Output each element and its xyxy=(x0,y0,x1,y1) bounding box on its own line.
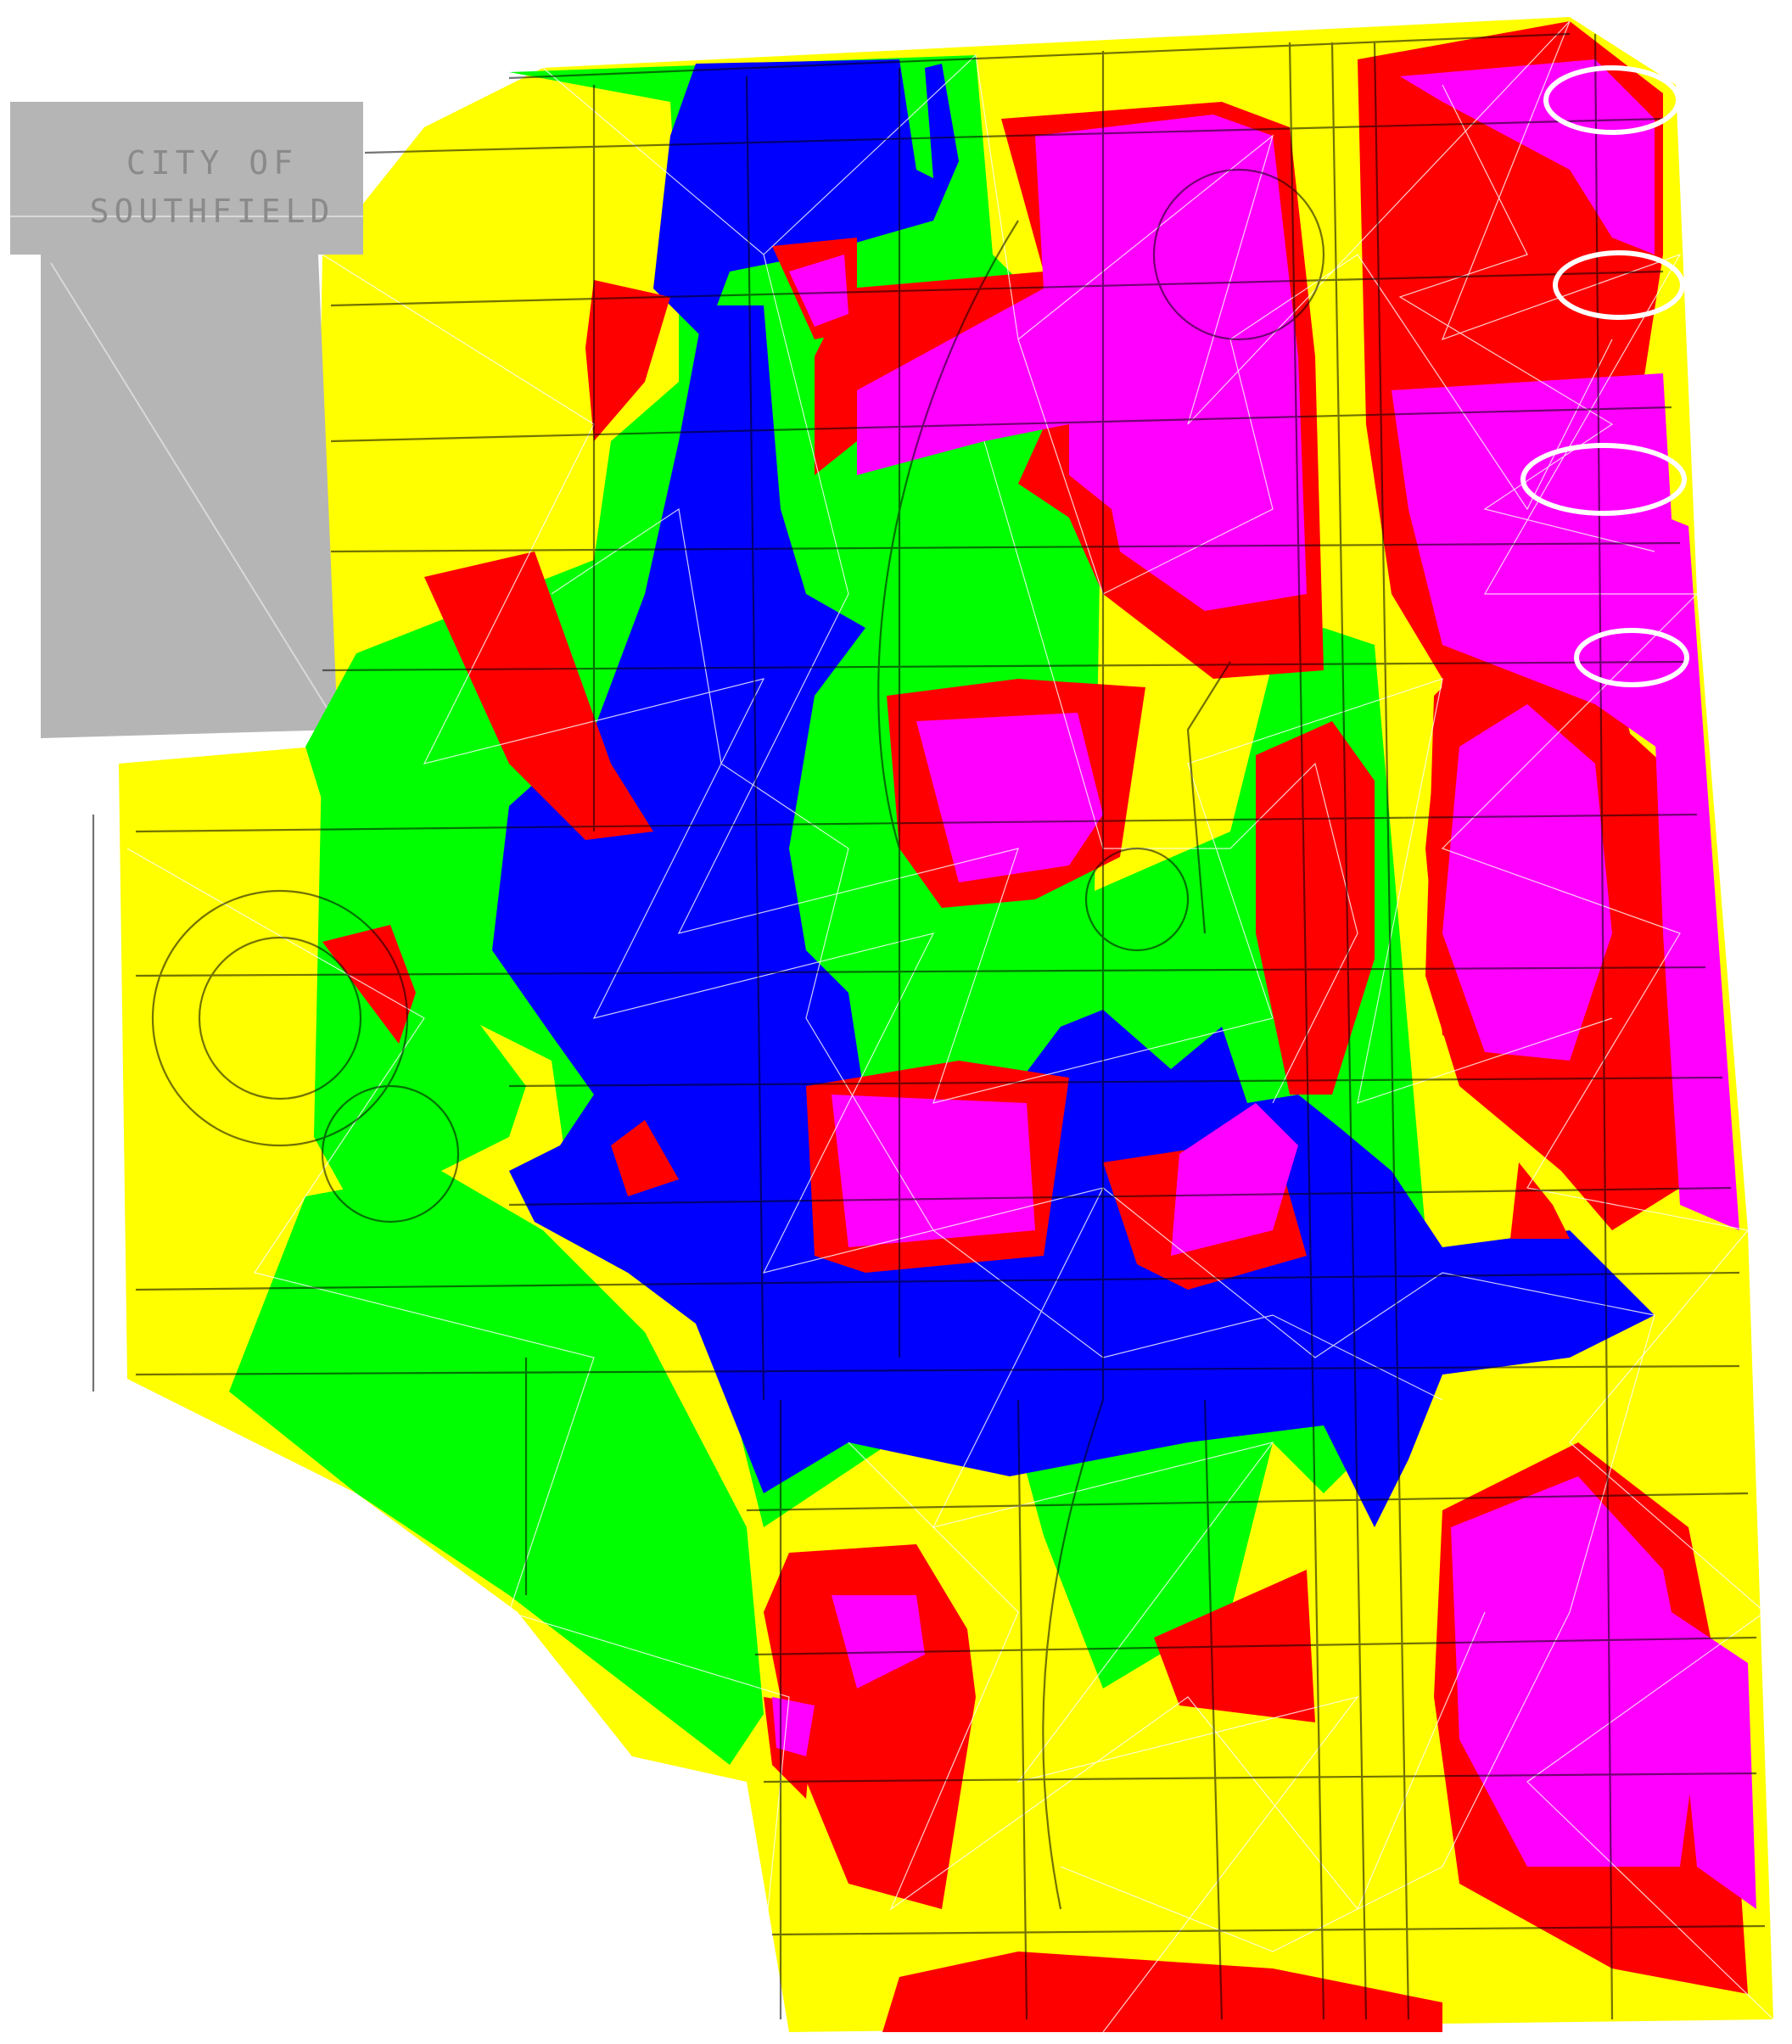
highlight-ellipse-4 xyxy=(1574,628,1689,687)
inset-label-line1: CITY OF xyxy=(126,144,298,182)
street-network xyxy=(92,32,1766,2020)
highlight-markers xyxy=(1520,65,1689,687)
blue-band-layer xyxy=(492,59,1655,1527)
highlight-ellipse-1 xyxy=(1543,65,1681,135)
magenta-band-layer xyxy=(772,59,1756,1909)
triangulation-mesh xyxy=(126,20,1774,2033)
highlight-ellipse-2 xyxy=(1553,250,1685,320)
southfield-inset: CITY OF SOUTHFIELD xyxy=(10,102,363,738)
highlight-ellipse-3 xyxy=(1520,443,1687,516)
inset-label-line2: SOUTHFIELD xyxy=(90,193,335,230)
